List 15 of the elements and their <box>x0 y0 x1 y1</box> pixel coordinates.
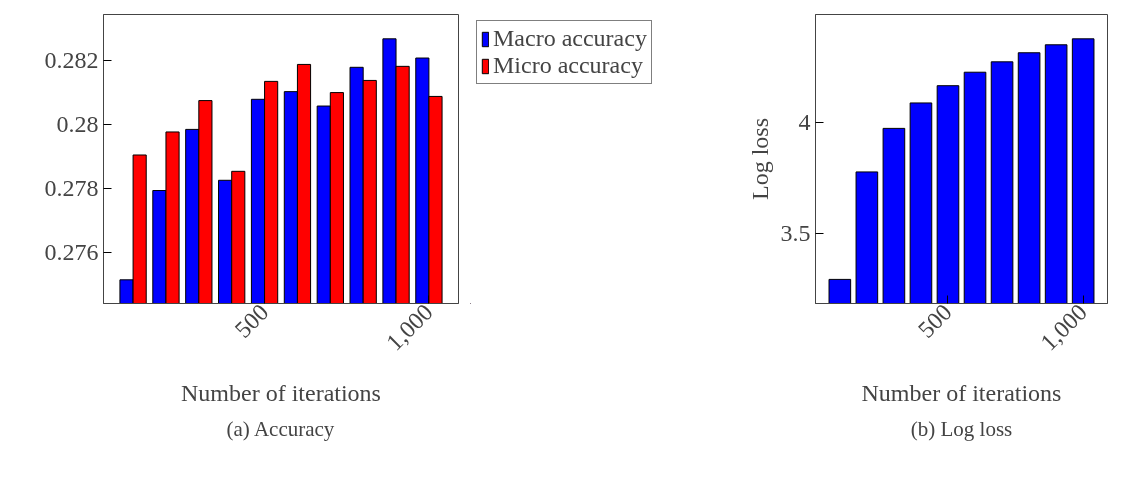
y-tick-label: 3.5 <box>780 219 811 246</box>
y-axis-title: Log loss <box>746 117 773 200</box>
x-tick-label: 500 <box>912 298 957 343</box>
y-tick-label: 4 <box>798 109 811 136</box>
x-axis-title: Number of iterations <box>861 380 1062 407</box>
text: (b) Log loss <box>910 416 1013 441</box>
legend-label: Micro accuracy <box>493 52 643 79</box>
x-axis-title: Number of iterations <box>181 380 381 407</box>
x-tick-label: 500 <box>229 298 274 343</box>
y-tick-label: 0.28 <box>56 111 99 138</box>
y-tick-label: 0.282 <box>44 47 99 74</box>
legend-label: Macro accuracy <box>493 25 647 52</box>
y-tick-label: 0.276 <box>44 239 99 266</box>
text: (a) Accuracy <box>226 416 335 441</box>
y-tick-label: 0.278 <box>44 175 99 202</box>
